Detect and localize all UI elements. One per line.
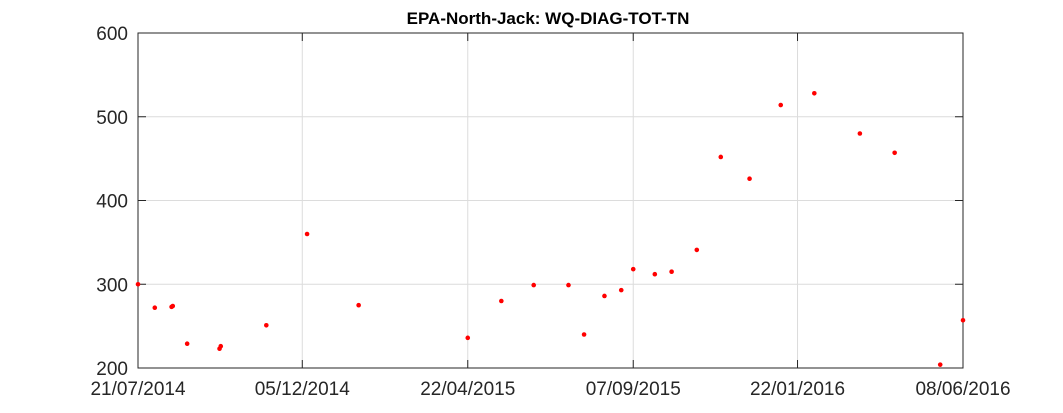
data-point: [499, 298, 504, 304]
x-tick-label: 07/09/2015: [586, 379, 681, 400]
data-point: [718, 154, 724, 160]
data-point: [630, 266, 636, 272]
y-tick-label: 600: [96, 24, 128, 45]
x-tick-label: 22/01/2016: [750, 379, 845, 400]
data-point: [694, 247, 700, 253]
y-tick-label: 300: [96, 275, 128, 296]
data-point: [747, 176, 752, 182]
data-point: [857, 131, 863, 136]
x-tick-label: 22/04/2015: [420, 379, 515, 400]
y-tick-label: 200: [96, 359, 128, 380]
data-points: [135, 91, 966, 367]
data-point: [152, 305, 158, 311]
data-point: [304, 231, 310, 237]
data-point: [892, 150, 897, 156]
y-tick-label: 400: [96, 192, 128, 213]
data-point: [669, 269, 674, 274]
data-point: [356, 302, 361, 308]
data-point: [618, 287, 624, 293]
data-point: [218, 343, 224, 349]
data-point: [778, 102, 784, 108]
x-tick-label: 21/07/2014: [90, 379, 186, 400]
data-point: [264, 322, 269, 328]
data-point: [531, 282, 537, 288]
y-tick-label: 500: [96, 108, 128, 129]
data-point: [170, 303, 176, 309]
x-tick-label: 08/06/2016: [915, 379, 1010, 400]
data-point: [581, 332, 587, 337]
data-point: [652, 271, 658, 277]
data-point: [465, 335, 471, 341]
axis-ticks: 200 300 400 500 600 21/07/2014 05/12/2014 22/04…: [90, 24, 1010, 400]
x-tick-label: 05/12/2014: [255, 379, 351, 400]
data-point: [812, 91, 817, 96]
data-point: [937, 362, 943, 367]
data-point: [135, 281, 141, 287]
chart-title: EPA-North-Jack: WQ-DIAG-TOT-TN: [407, 9, 690, 28]
grid-lines: [138, 33, 963, 368]
data-point: [960, 317, 966, 323]
data-point: [566, 282, 571, 288]
data-point: [184, 341, 190, 347]
data-point: [602, 293, 607, 299]
